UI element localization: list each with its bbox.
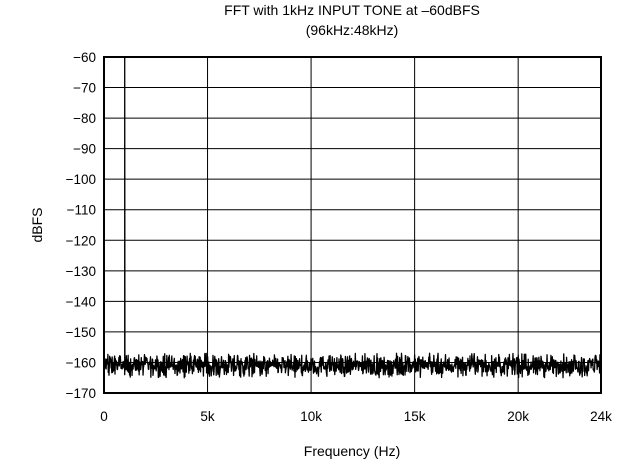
y-tick-label: −80 <box>73 111 96 126</box>
grid-lines <box>104 57 601 393</box>
y-tick-labels: −60 −70 −80 −90 −100 −110 −120 −130 −140 −150 −160… <box>66 50 96 401</box>
chart-title: FFT with 1kHz INPUT TONE at –60dBFS <box>224 2 480 18</box>
x-tick-labels: 0 5k 10k 15k 20k 24k <box>100 409 612 424</box>
x-axis-label: Frequency (Hz) <box>304 443 400 459</box>
x-tick-label: 5k <box>200 409 215 424</box>
y-axis-label: dBFS <box>29 207 45 242</box>
y-tick-label: −160 <box>66 355 96 370</box>
x-tick-label: 0 <box>100 409 108 424</box>
y-tick-label: −60 <box>73 50 96 65</box>
y-tick-label: −90 <box>73 142 96 157</box>
x-tick-label: 24k <box>590 409 612 424</box>
plot-frame <box>103 56 602 394</box>
fft-trace <box>103 56 602 379</box>
x-tick-label: 10k <box>300 409 322 424</box>
y-tick-label: −170 <box>66 386 96 401</box>
x-tick-label: 20k <box>507 409 529 424</box>
y-tick-label: −70 <box>73 81 96 96</box>
chart-subtitle: (96kHz:48kHz) <box>306 22 399 38</box>
x-tick-label: 15k <box>404 409 426 424</box>
y-tick-label: −140 <box>66 294 96 309</box>
y-tick-label: −130 <box>66 264 96 279</box>
y-tick-label: −110 <box>67 203 96 218</box>
y-tick-label: −100 <box>66 172 96 187</box>
y-tick-label: −150 <box>66 325 96 340</box>
y-tick-label: −120 <box>66 233 96 248</box>
